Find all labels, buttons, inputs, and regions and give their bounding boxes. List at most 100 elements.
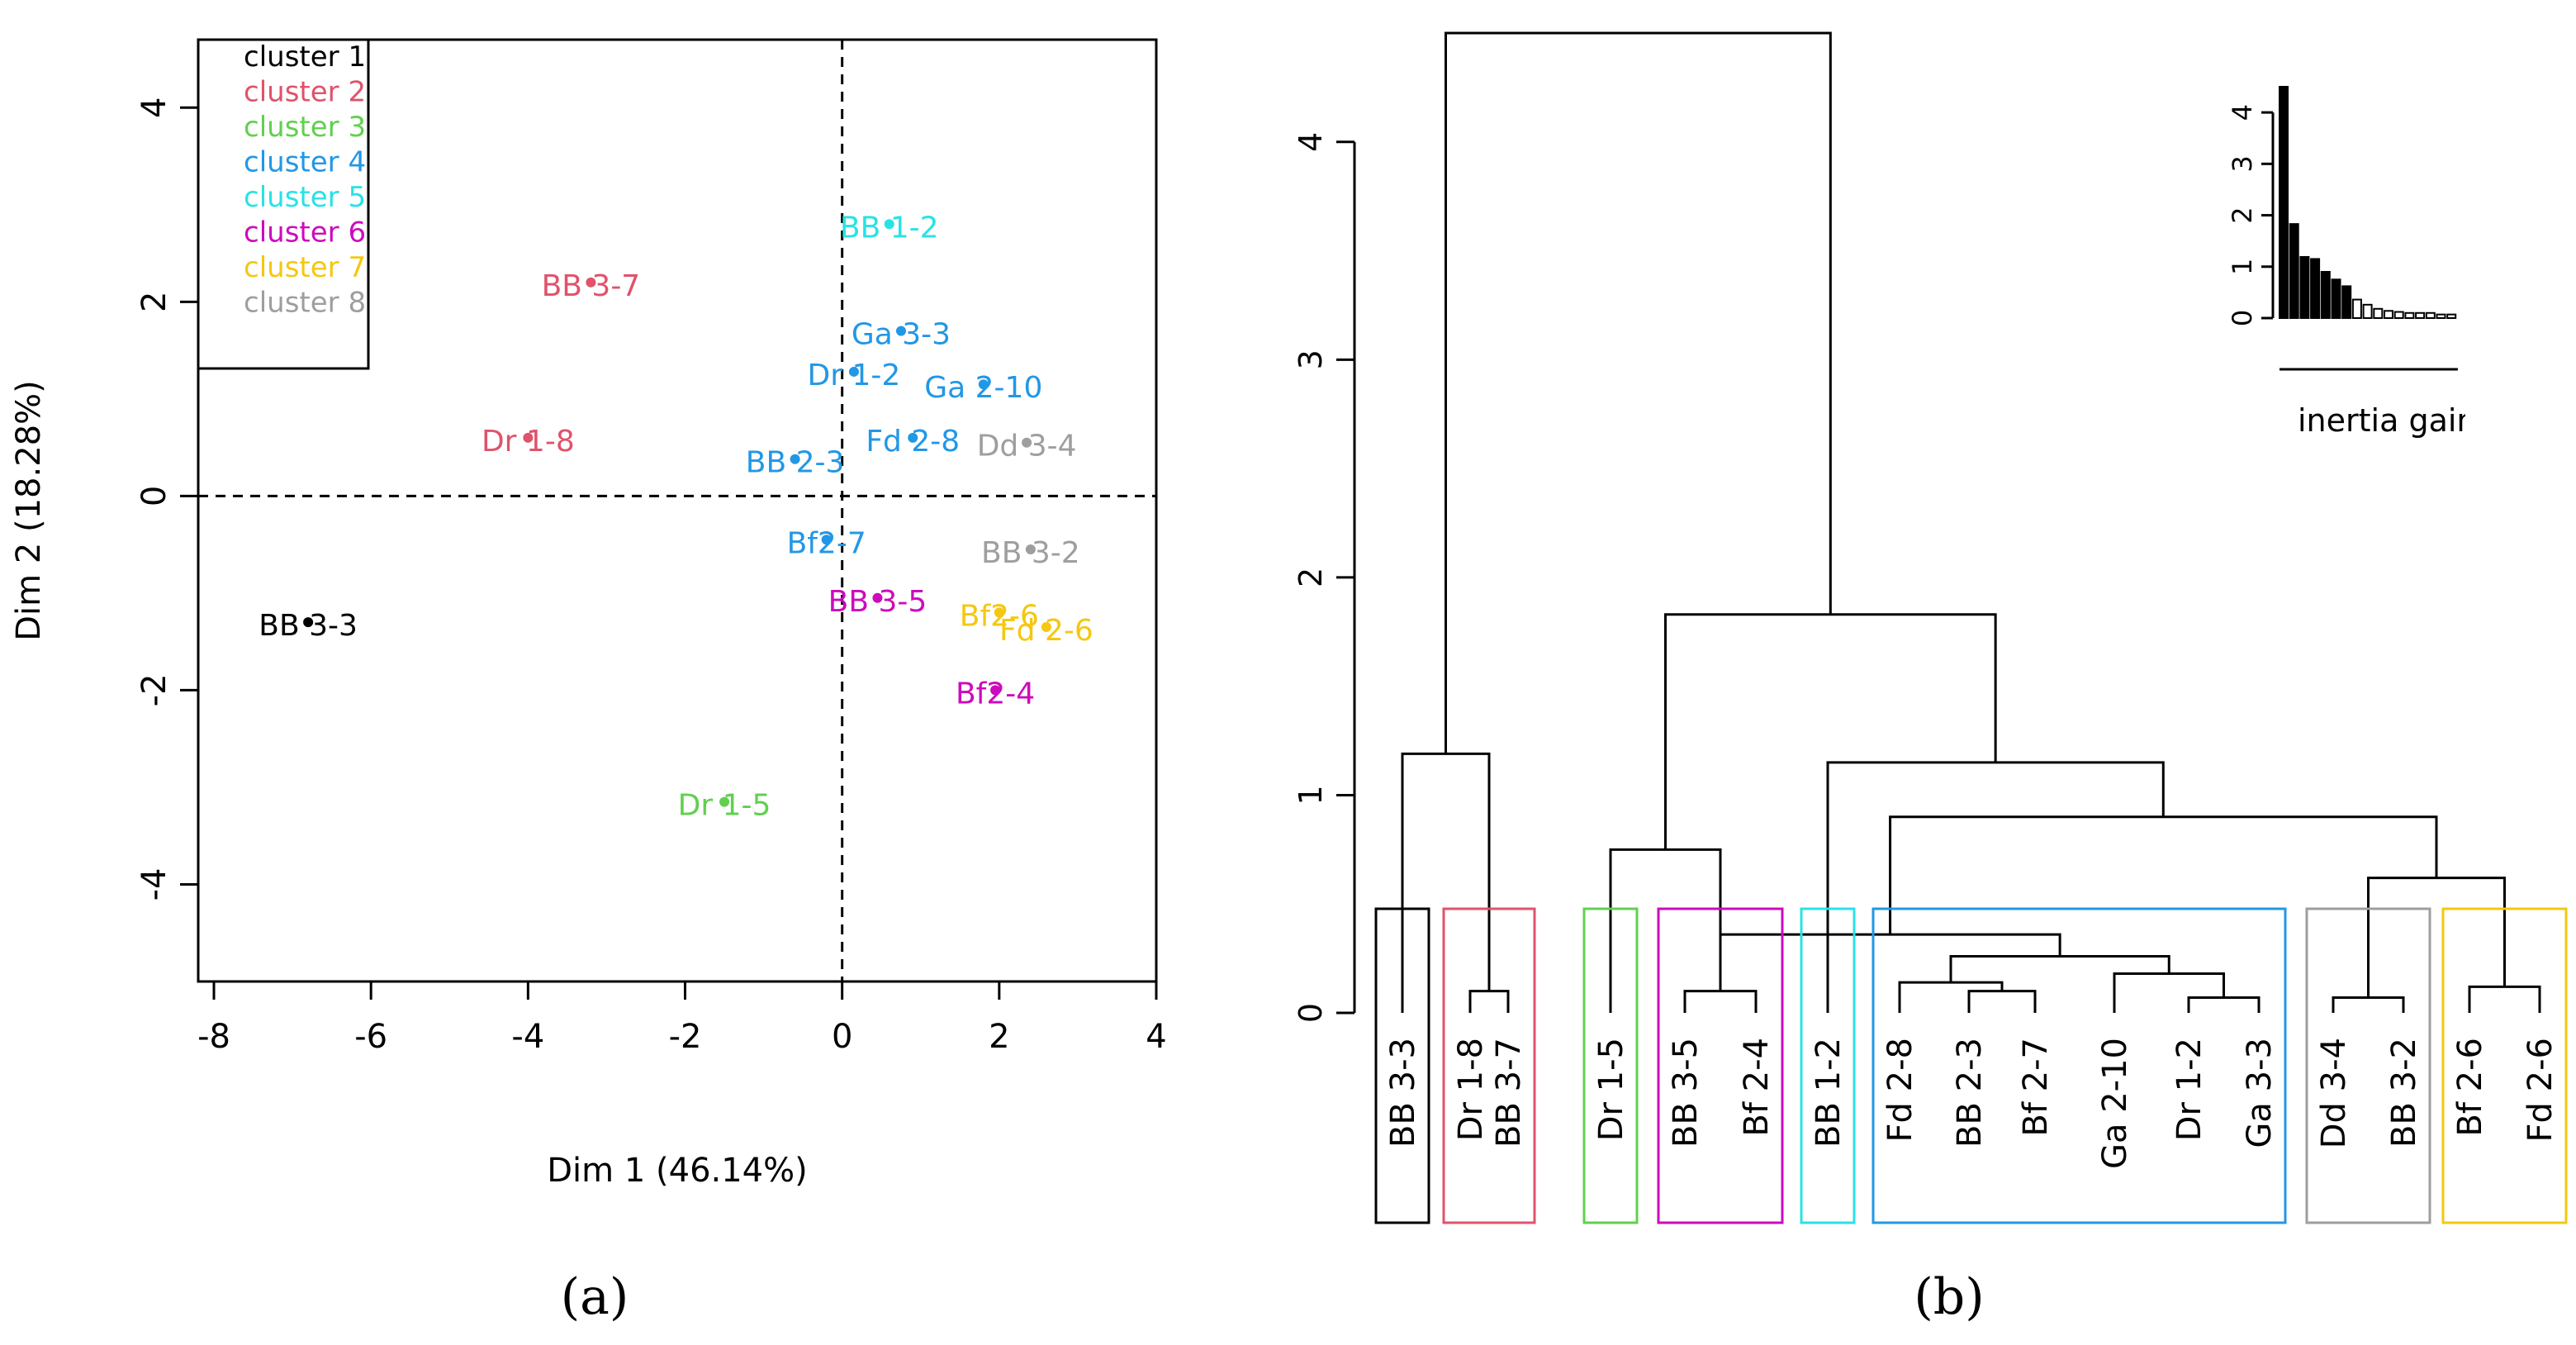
cluster-box: [1374, 907, 1430, 1224]
y-tick-label: 4: [135, 97, 173, 118]
height-tick-label: 2: [1293, 568, 1329, 587]
dendrogram-link: [2113, 972, 2225, 1013]
data-point: [303, 617, 314, 628]
inertia-bar: [2279, 86, 2289, 319]
cluster-boxes: [1374, 907, 2568, 1224]
cluster-box: [1582, 907, 1639, 1224]
x-tick-label: -2: [669, 1018, 702, 1056]
height-tick-label: 0: [1293, 1003, 1329, 1023]
data-point: [586, 277, 596, 288]
dendrogram-link: [1967, 990, 2037, 1013]
point-label: Dr 1-2: [808, 359, 901, 392]
leaf-label: BB 3-7: [1490, 1038, 1528, 1148]
inertia-bar: [2362, 303, 2373, 320]
panel-a-caption: (a): [561, 1268, 629, 1326]
data-point: [884, 219, 894, 230]
y-tick-label: 2: [135, 292, 173, 312]
leaf-labels: BB 3-3 Dr 1-8 BB 3-7 Dr 1-5 BB 3-5 Bf 2-4 BB 1…: [1384, 1038, 2559, 1169]
leaf-label: Dr 1-2: [2170, 1038, 2208, 1141]
legend-entry: cluster 3: [244, 111, 366, 144]
leaf-label: Bf 2-4: [1738, 1038, 1776, 1137]
dendrogram-link: [2367, 877, 2506, 998]
dendrogram-link: [1949, 954, 2170, 983]
inertia-bar: [2436, 313, 2446, 319]
y-tick-label: -2: [135, 673, 173, 706]
inset-y-tick-label: 0: [2227, 310, 2258, 326]
x-tick-label: -6: [354, 1018, 387, 1056]
point-label: BB 3-7: [542, 269, 641, 303]
data-point: [994, 607, 1004, 618]
point-label: BB 2-3: [746, 446, 845, 480]
dendrogram-link: [1889, 815, 2438, 935]
dendrogram-link: [2468, 985, 2541, 1013]
x-tick-label: 2: [989, 1018, 1009, 1056]
inertia-bar: [2425, 311, 2436, 319]
inset-y-tick-label: 3: [2227, 155, 2258, 172]
inertia-bar: [2341, 285, 2352, 319]
legend-entry: cluster 5: [244, 181, 366, 214]
inertia-bar: [2393, 311, 2404, 319]
leaf-label: BB 1-2: [1810, 1038, 1848, 1148]
data-point: [1025, 544, 1036, 555]
point-label: Ga 3-3: [852, 318, 951, 352]
legend-entry: cluster 7: [244, 251, 366, 284]
inset-y-tick-label: 1: [2227, 259, 2258, 275]
data-point: [719, 796, 730, 807]
x-axis-label: Dim 1 (46.14%): [547, 1152, 808, 1190]
data-point: [895, 326, 906, 336]
dendrogram-panel: 0 1 2 3 4 BB 3-3 Dr 1-8 BB 3-7 Dr 1-5 BB 3-5 Bf 2…: [1293, 31, 2568, 1326]
inertia-bar: [2415, 311, 2426, 319]
dendrogram-link: [1468, 990, 1510, 1013]
dendrogram-link: [1664, 613, 1997, 850]
y-tick-label: -4: [135, 868, 173, 901]
inertia-bar: [2373, 307, 2384, 319]
inertia-bar: [2446, 313, 2457, 319]
cluster-box: [1872, 907, 2287, 1224]
reference-lines: [198, 40, 1156, 981]
dendrogram-link: [1826, 761, 2165, 1013]
point-label: Dr 1-8: [482, 425, 575, 459]
point-label: BB 3-2: [981, 536, 1080, 570]
leaf-label: Bf 2-7: [2017, 1038, 2055, 1137]
inertia-gain-inset: 0 1 2 3 4 inertia gain: [2227, 86, 2465, 439]
y-tick-label: 0: [135, 486, 173, 506]
legend-entry: cluster 1: [244, 40, 366, 74]
leaf-label: Bf 2-6: [2451, 1038, 2489, 1137]
legend-entry: cluster 4: [244, 146, 366, 179]
x-tick-label: 0: [832, 1018, 852, 1056]
data-point: [1041, 622, 1051, 633]
inertia-bar: [2320, 271, 2331, 319]
dendrogram-link: [2187, 996, 2261, 1013]
inertia-bar: [2384, 310, 2393, 319]
axes: -8 -6 -4 -2 0 2 4 -4 -2 0 2 4: [135, 97, 1167, 1056]
point-label: Fd 2-6: [999, 614, 1093, 648]
dendrogram-link: [1683, 990, 1758, 1013]
dendrogram-link: [2332, 996, 2405, 1013]
inset-y-tick-label: 4: [2227, 104, 2258, 121]
leaf-label: BB 3-2: [2385, 1038, 2423, 1148]
data-point: [848, 366, 859, 377]
inertia-bar: [2331, 278, 2341, 320]
point-label: Fd 2-8: [866, 425, 960, 459]
data-point: [1022, 437, 1032, 448]
leaf-label: Fd 2-6: [2521, 1038, 2559, 1142]
data-point: [872, 592, 883, 603]
leaf-label: Ga 3-3: [2241, 1038, 2279, 1148]
x-tick-label: 4: [1146, 1018, 1166, 1056]
data-point: [908, 432, 918, 443]
cluster-box: [1442, 907, 1536, 1224]
leaf-label: Ga 2-10: [2096, 1038, 2134, 1169]
inset-y-tick-label: 2: [2227, 207, 2258, 223]
height-tick-label: 3: [1293, 349, 1329, 369]
dendrogram-link: [1401, 752, 1491, 1013]
x-tick-label: -8: [197, 1018, 230, 1056]
legend-entry: cluster 8: [244, 287, 366, 320]
data-point: [790, 454, 800, 464]
inertia-bar: [2289, 223, 2299, 319]
point-label: BB 3-3: [259, 609, 358, 643]
data-point: [990, 685, 1001, 696]
inertia-bar: [2310, 258, 2321, 320]
